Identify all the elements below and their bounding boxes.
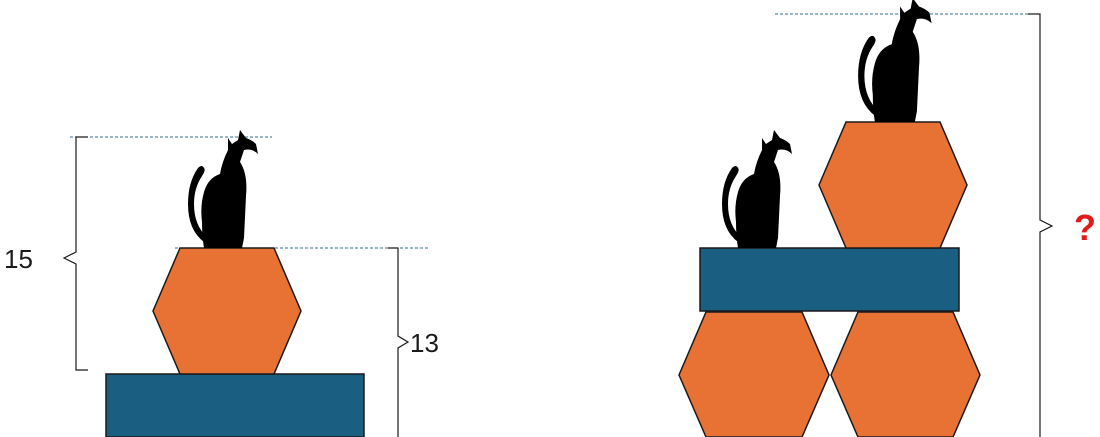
right-block xyxy=(699,247,960,312)
right-figure: ? xyxy=(678,0,1096,437)
right-top-hexagon xyxy=(818,121,968,249)
label-15: 15 xyxy=(4,244,33,274)
left-brace-13 xyxy=(388,247,410,437)
left-figure: 15 13 xyxy=(4,130,439,437)
right-bottom-left-hexagon xyxy=(678,311,830,437)
left-hexagon xyxy=(152,247,302,375)
question-mark: ? xyxy=(1074,207,1096,248)
right-brace-unknown xyxy=(1028,13,1054,437)
label-13: 13 xyxy=(410,328,439,358)
left-cat-icon xyxy=(188,130,258,248)
left-brace-15 xyxy=(62,136,88,371)
left-block xyxy=(105,373,365,437)
right-cat-on-hexagon-icon xyxy=(858,0,932,122)
right-cat-on-block-icon xyxy=(722,130,792,248)
right-bottom-right-hexagon xyxy=(830,311,981,437)
